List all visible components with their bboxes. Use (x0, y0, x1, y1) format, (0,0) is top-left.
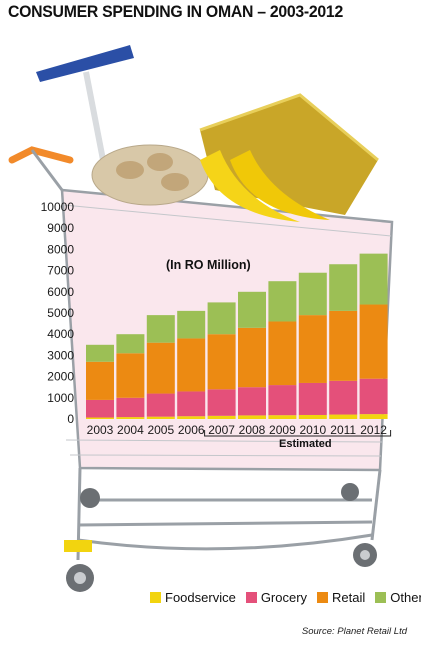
bar-segment-others-2005 (146, 315, 175, 343)
bar-segment-grocery-2010 (298, 382, 327, 415)
y-tick-label: 8000 (47, 242, 74, 256)
y-axis: 0 1000 2000 3000 4000 5000 6000 7000 8000 9000 100… (41, 200, 75, 426)
bar-segment-grocery-2011 (329, 380, 358, 415)
bar-segment-foodservice-2012 (359, 414, 388, 419)
y-tick-label: 9000 (47, 221, 74, 235)
legend-swatch-retail (317, 592, 329, 603)
brush-icon (36, 45, 134, 166)
x-tick-label: 2005 (147, 423, 174, 437)
x-tick-label: 2010 (299, 423, 326, 437)
bar-segment-others-2009 (268, 281, 297, 322)
bar-segment-others-2004 (116, 334, 145, 354)
y-tick-label: 2000 (47, 370, 74, 384)
x-tick-label: 2012 (360, 423, 387, 437)
bar-segment-grocery-2008 (238, 387, 266, 416)
bar-segment-foodservice-2010 (298, 414, 327, 419)
bar-segment-grocery-2003 (86, 399, 114, 418)
bar-segment-others-2010 (298, 272, 327, 316)
bar-segment-others-2006 (177, 310, 206, 339)
y-tick-label: 3000 (47, 348, 74, 362)
x-tick-label: 2003 (87, 423, 114, 437)
bar-segment-others-2012 (359, 253, 388, 305)
estimated-bracket (204, 430, 392, 437)
bar-segment-others-2011 (329, 264, 358, 311)
legend-item-foodservice: Foodservice (150, 590, 236, 605)
bar-segment-foodservice-2009 (268, 415, 297, 419)
bar-segment-grocery-2006 (177, 391, 206, 417)
bar-segment-foodservice-2006 (177, 416, 206, 419)
bar-segment-foodservice-2003 (86, 417, 114, 419)
bar-segment-retail-2004 (116, 353, 145, 398)
x-tick-label: 2007 (208, 423, 235, 437)
x-tick-label: 2011 (330, 423, 356, 437)
bar-segment-retail-2003 (86, 361, 114, 400)
bar-segment-retail-2005 (146, 342, 175, 394)
bar-segment-retail-2009 (268, 321, 297, 386)
bar-segment-retail-2010 (298, 315, 327, 383)
x-tick-label: 2006 (178, 423, 205, 437)
legend-label-retail: Retail (332, 590, 366, 605)
x-tick-label: 2004 (117, 423, 144, 437)
bar-segment-grocery-2005 (146, 393, 175, 417)
y-tick-label: 7000 (47, 264, 74, 278)
bar-segment-foodservice-2011 (329, 414, 358, 419)
bar-segment-grocery-2012 (359, 378, 388, 415)
chart-title: CONSUMER SPENDING IN OMAN – 2003-2012 (8, 2, 343, 21)
bar-segment-foodservice-2007 (207, 415, 236, 419)
legend-label-foodservice: Foodservice (165, 590, 236, 605)
bar-segment-retail-2012 (359, 304, 388, 379)
y-tick-label: 4000 (47, 327, 74, 341)
legend-label-others: Others (390, 590, 421, 605)
bar-segment-foodservice-2004 (116, 417, 145, 419)
potatoes-icon (91, 144, 209, 206)
legend-swatch-grocery (245, 592, 257, 603)
bar-segment-retail-2008 (238, 327, 266, 388)
y-tick-label: 1000 (47, 391, 74, 405)
legend-item-others: Others (375, 590, 421, 605)
bar-segment-retail-2011 (329, 310, 358, 381)
y-tick-label: 10000 (41, 200, 75, 214)
bar-segment-others-2003 (86, 344, 114, 362)
cart-chassis (76, 467, 382, 561)
bar-segment-others-2008 (238, 291, 266, 328)
legend-item-grocery: Grocery (245, 590, 308, 605)
bars-group (86, 253, 388, 419)
legend-swatch-others (375, 592, 387, 603)
bar-segment-others-2007 (207, 302, 236, 335)
estimated-label: Estimated (279, 438, 332, 450)
cart-handle (8, 146, 74, 164)
bar-segment-retail-2006 (177, 338, 206, 392)
x-tick-label: 2009 (269, 423, 296, 437)
y-tick-label: 0 (67, 412, 74, 426)
cart-wire-grid (63, 204, 392, 457)
bar-segment-foodservice-2008 (238, 415, 266, 419)
unit-label: (In RO Million) (166, 258, 251, 272)
source-note: Source: Planet Retail Ltd (301, 626, 407, 637)
y-tick-label: 6000 (47, 285, 74, 299)
cart-handle-bar (30, 149, 64, 191)
bar-segment-retail-2007 (207, 334, 236, 390)
bar-segment-grocery-2004 (116, 397, 145, 418)
x-tick-label: 2008 (239, 423, 266, 437)
bananas-icon (200, 150, 330, 222)
legend: Foodservice Grocery Retail Others (150, 590, 421, 605)
y-tick-label: 5000 (47, 306, 74, 320)
bar-segment-grocery-2009 (268, 385, 297, 416)
bar-segment-grocery-2007 (207, 389, 236, 416)
bar-segment-foodservice-2005 (146, 416, 175, 419)
x-axis: 2003 2004 2005 2006 2007 2008 2009 2010 2011 2012 (87, 423, 388, 437)
legend-swatch-foodservice (150, 592, 161, 603)
legend-label-grocery: Grocery (260, 590, 308, 605)
cart-wheels (64, 483, 377, 592)
legend-item-retail: Retail (317, 590, 365, 605)
